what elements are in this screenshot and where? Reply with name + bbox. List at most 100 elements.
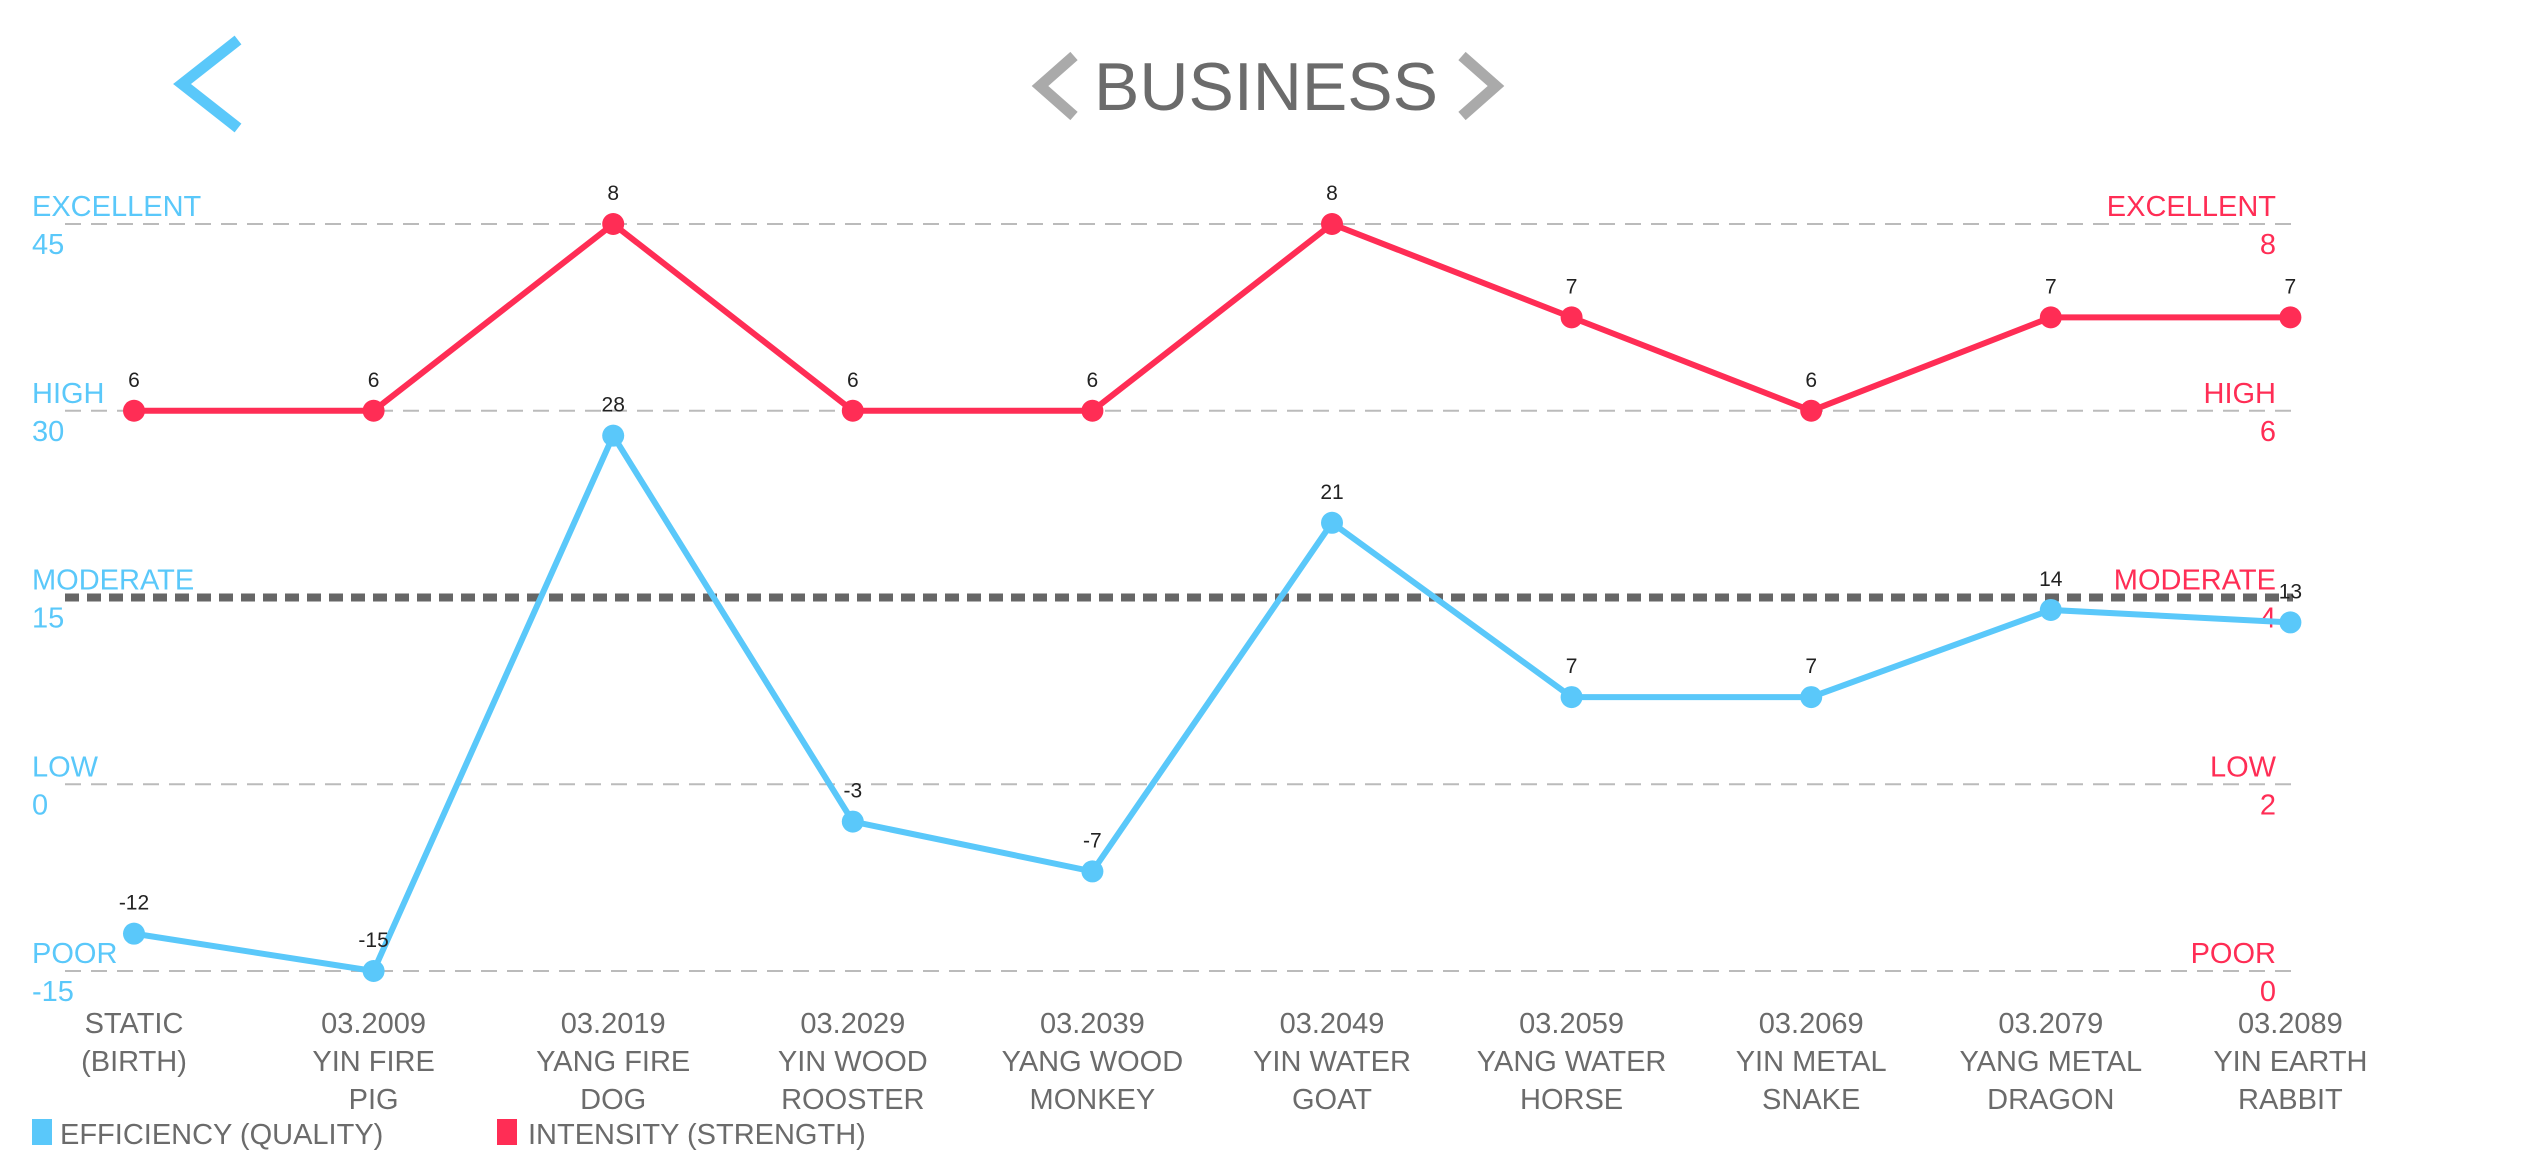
data-point[interactable] [1081, 860, 1104, 883]
axis-labels: EXCELLENT 45 EXCELLENT 8 HIGH 30 HIGH 6 MODERATE… [32, 191, 2277, 1008]
x-tick-label: YANG METAL [1959, 1046, 2142, 1078]
x-tick-label: 03.2039 [1040, 1008, 1145, 1040]
next-category-button[interactable] [1458, 51, 1505, 121]
x-tick-label: YANG WOOD [1002, 1046, 1184, 1078]
data-point[interactable] [123, 399, 145, 422]
x-tick-label: YIN WOOD [778, 1046, 928, 1078]
data-point[interactable] [362, 399, 385, 422]
x-tick-label: YANG FIRE [536, 1046, 690, 1078]
left-axis-tick: 30 [32, 416, 64, 448]
data-label: 6 [847, 369, 859, 392]
x-tick-label: 03.2029 [800, 1008, 905, 1040]
x-axis-labels: STATIC (BIRTH) 03.2009 YIN FIRE PIG 03.2019 YA… [81, 1008, 2367, 1116]
x-tick-label: HORSE [1520, 1084, 1623, 1116]
legend: EFFICIENCY (QUALITY) INTENSITY (STRENGTH… [32, 1119, 866, 1151]
series-line [134, 220, 2291, 414]
x-tick-label: 03.2069 [1759, 1008, 1864, 1040]
x-tick-label: YIN FIRE [312, 1046, 434, 1078]
left-axis-label: EXCELLENT [32, 191, 202, 223]
data-label: 7 [1566, 275, 1578, 298]
data-label: -12 [119, 892, 149, 915]
data-point[interactable] [1560, 686, 1583, 709]
data-label: 6 [368, 369, 380, 392]
x-tick-label: YIN WATER [1253, 1046, 1411, 1078]
legend-label-intensity: INTENSITY (STRENGTH) [528, 1119, 866, 1151]
x-tick-label: 03.2089 [2238, 1008, 2343, 1040]
chevron-left-icon [173, 35, 242, 133]
right-axis-tick: 2 [2260, 789, 2276, 821]
data-point[interactable] [2279, 306, 2302, 329]
data-point[interactable] [1321, 511, 1343, 534]
data-point[interactable] [1560, 306, 1583, 329]
data-point[interactable] [1800, 686, 1823, 709]
x-tick-label: YIN METAL [1736, 1046, 1887, 1078]
chevron-left-icon [1031, 51, 1078, 121]
data-point[interactable] [2279, 611, 2302, 634]
x-tick-label: 03.2019 [561, 1008, 666, 1040]
data-point[interactable] [123, 922, 145, 945]
legend-label-efficiency: EFFICIENCY (QUALITY) [60, 1119, 383, 1151]
data-label: 7 [2285, 275, 2297, 298]
left-axis-label: LOW [32, 751, 99, 783]
data-point[interactable] [1800, 399, 1823, 422]
data-label: -7 [1083, 829, 1102, 852]
x-tick-label: MONKEY [1030, 1084, 1156, 1116]
x-tick-label: DRAGON [1987, 1084, 2114, 1116]
chevron-right-icon [1458, 51, 1505, 121]
prev-category-button[interactable] [1031, 51, 1078, 121]
back-button[interactable] [173, 35, 242, 133]
legend-swatch-efficiency [32, 1119, 52, 1145]
x-tick-label: GOAT [1292, 1084, 1372, 1116]
data-label: 6 [128, 369, 140, 392]
data-label: 8 [1326, 182, 1338, 205]
data-point[interactable] [602, 424, 625, 447]
data-point[interactable] [362, 960, 385, 982]
data-label: 21 [1320, 481, 1343, 504]
x-tick-label: YIN EARTH [2213, 1046, 2367, 1078]
left-axis-tick: 0 [32, 789, 48, 821]
right-axis-label: MODERATE [2114, 565, 2276, 597]
data-point[interactable] [2039, 598, 2062, 621]
data-label: 7 [2045, 275, 2057, 298]
data-label: 6 [1087, 369, 1099, 392]
x-tick-label: RABBIT [2238, 1084, 2343, 1116]
right-axis-label: EXCELLENT [2107, 191, 2277, 223]
left-axis-tick: -15 [32, 976, 74, 1008]
x-tick-label: YANG WATER [1477, 1046, 1667, 1078]
left-axis-tick: 45 [32, 229, 64, 261]
series-line [133, 429, 2291, 975]
data-point[interactable] [841, 810, 864, 833]
left-axis-label: POOR [32, 938, 117, 970]
data-label: 7 [1566, 655, 1578, 678]
right-axis-label: LOW [2210, 751, 2277, 783]
right-axis-tick: 8 [2260, 229, 2276, 261]
data-point[interactable] [841, 399, 864, 422]
data-label: -3 [843, 780, 862, 803]
data-point[interactable] [1321, 213, 1343, 235]
left-axis-label: MODERATE [32, 565, 194, 597]
x-tick-label: 03.2049 [1280, 1008, 1385, 1040]
data-point[interactable] [1081, 399, 1104, 422]
right-axis-label: HIGH [2204, 378, 2277, 410]
data-label: 7 [1805, 655, 1817, 678]
legend-swatch-intensity [497, 1119, 517, 1145]
data-point[interactable] [2039, 306, 2062, 329]
data-label: 6 [1805, 369, 1817, 392]
data-label: 28 [602, 394, 625, 417]
x-tick-label: 03.2059 [1519, 1008, 1624, 1040]
left-axis-label: HIGH [32, 378, 105, 410]
page-title: BUSINESS [1094, 49, 1438, 125]
grid [65, 223, 2293, 972]
right-axis-label: POOR [2191, 938, 2276, 970]
data-point[interactable] [602, 213, 625, 235]
left-axis-tick: 15 [32, 603, 64, 635]
x-tick-label: DOG [580, 1084, 646, 1116]
x-tick-label: PIG [349, 1084, 399, 1116]
x-tick-label: ROOSTER [781, 1084, 924, 1116]
x-tick-label: 03.2079 [1998, 1008, 2103, 1040]
data-label: 8 [607, 182, 619, 205]
x-tick-label: (BIRTH) [81, 1046, 187, 1078]
